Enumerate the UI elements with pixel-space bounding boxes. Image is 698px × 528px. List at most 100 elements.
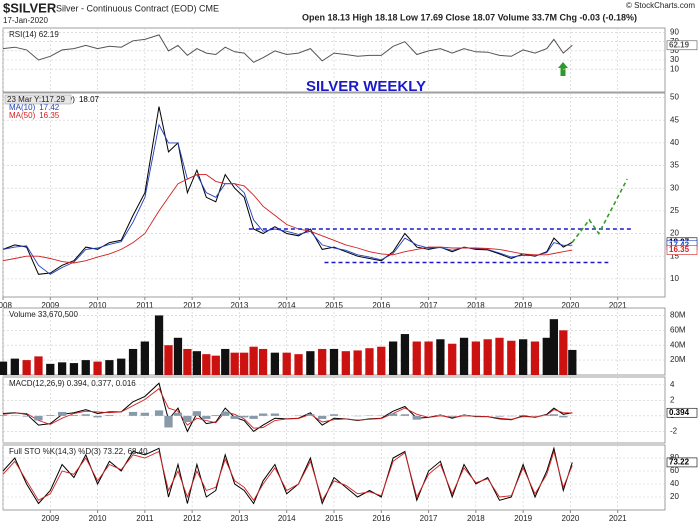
y-tick-label: 10 bbox=[670, 64, 679, 73]
bar bbox=[377, 346, 386, 375]
bar bbox=[192, 411, 202, 416]
bar bbox=[22, 360, 31, 375]
bar bbox=[436, 339, 445, 375]
x-tick-label: 2021 bbox=[609, 514, 627, 523]
bar bbox=[10, 358, 19, 375]
x-tick-label: 2017 bbox=[420, 301, 438, 310]
arrow-shaft bbox=[560, 68, 566, 76]
bar bbox=[0, 415, 8, 416]
value-tag: 0.394 bbox=[669, 408, 690, 417]
bar bbox=[57, 411, 67, 416]
instrument-name: Silver - Continuous Contract (EOD) CME bbox=[56, 3, 219, 13]
bar bbox=[46, 415, 55, 416]
bar bbox=[230, 415, 239, 419]
bar bbox=[519, 415, 528, 416]
bar bbox=[154, 315, 164, 375]
bar bbox=[81, 414, 90, 416]
x-tick-label: 2018 bbox=[467, 514, 485, 523]
x-tick-label: 2018 bbox=[467, 301, 485, 310]
bar bbox=[519, 339, 528, 375]
symbol: $SILVER bbox=[3, 0, 57, 15]
bar bbox=[202, 415, 211, 419]
bar bbox=[495, 337, 504, 375]
y-tick-label: 40 bbox=[670, 138, 679, 147]
value-tag: 73.22 bbox=[669, 458, 690, 467]
legend-name: MA(10) bbox=[9, 103, 36, 112]
bar bbox=[448, 415, 457, 417]
bar bbox=[388, 341, 398, 375]
bar bbox=[211, 415, 220, 416]
x-tick-label: 2011 bbox=[136, 514, 154, 523]
value-tag-box bbox=[666, 457, 698, 468]
bar bbox=[400, 414, 410, 416]
legend-value: 17.42 bbox=[39, 103, 60, 112]
bar bbox=[318, 348, 327, 375]
bar bbox=[128, 411, 138, 416]
x-tick-label: 2014 bbox=[278, 301, 296, 310]
panel-title: Volume 33,670,500 bbox=[9, 310, 78, 319]
x-tick-label: 2013 bbox=[231, 514, 249, 523]
x-tick-label: 2013 bbox=[231, 301, 249, 310]
tooltip-box bbox=[4, 94, 72, 105]
bar bbox=[412, 415, 421, 420]
x-tick-label: 2016 bbox=[372, 514, 390, 523]
series-line bbox=[2, 449, 573, 502]
bar bbox=[400, 334, 410, 375]
panel-title: MACD(12,26,9) 0.394, 0.377, 0.016 bbox=[9, 379, 136, 388]
x-tick-label: 2009 bbox=[41, 301, 59, 310]
bar bbox=[388, 413, 398, 416]
bar bbox=[221, 411, 230, 416]
bar bbox=[270, 352, 280, 375]
bar bbox=[164, 345, 173, 375]
legend-value: 18.07 bbox=[79, 95, 100, 104]
bar bbox=[240, 352, 249, 375]
annotation: SILVER WEEKLY bbox=[306, 78, 426, 95]
bar bbox=[22, 415, 31, 417]
bar bbox=[34, 415, 43, 421]
bar bbox=[341, 351, 350, 375]
x-tick-label: 2015 bbox=[325, 301, 343, 310]
bar bbox=[105, 415, 114, 416]
bar bbox=[459, 415, 469, 416]
bar bbox=[249, 346, 258, 375]
y-tick-label: 60 bbox=[670, 466, 679, 475]
bar bbox=[128, 348, 138, 375]
bar bbox=[459, 337, 469, 375]
bar bbox=[183, 348, 192, 375]
legend-value: 16.35 bbox=[39, 111, 60, 120]
bar bbox=[436, 415, 445, 416]
bar bbox=[424, 341, 433, 375]
bar bbox=[202, 354, 211, 375]
bar bbox=[173, 412, 183, 416]
copyright: © StockCharts.com bbox=[626, 1, 695, 10]
y-tick-label: 20 bbox=[670, 229, 679, 238]
bar bbox=[329, 348, 339, 375]
bar bbox=[249, 415, 258, 419]
y-tick-label: 2 bbox=[670, 395, 675, 404]
value-tag: 62.19 bbox=[669, 40, 690, 49]
x-tick-label: 2021 bbox=[609, 301, 627, 310]
bar bbox=[412, 341, 421, 375]
bar bbox=[69, 415, 79, 416]
x-tick-label: 2011 bbox=[136, 301, 154, 310]
bar bbox=[448, 343, 457, 375]
series-line bbox=[2, 174, 573, 264]
x-tick-label: 2012 bbox=[183, 514, 201, 523]
x-tick-label: 2010 bbox=[89, 301, 107, 310]
panel-title: RSI(14) 62.19 bbox=[9, 30, 59, 39]
x-tick-label: 2016 bbox=[372, 301, 390, 310]
bar bbox=[282, 352, 291, 375]
y-tick-label: 30 bbox=[670, 183, 679, 192]
bar bbox=[192, 351, 202, 375]
x-tick-label: 2012 bbox=[183, 301, 201, 310]
x-tick-label: 2020 bbox=[562, 514, 580, 523]
bar bbox=[306, 351, 315, 375]
bar bbox=[211, 355, 220, 375]
bar bbox=[507, 340, 516, 375]
bar bbox=[173, 337, 183, 375]
bar bbox=[240, 415, 249, 418]
value-tag: 16.35 bbox=[669, 245, 690, 254]
bar bbox=[57, 362, 67, 375]
